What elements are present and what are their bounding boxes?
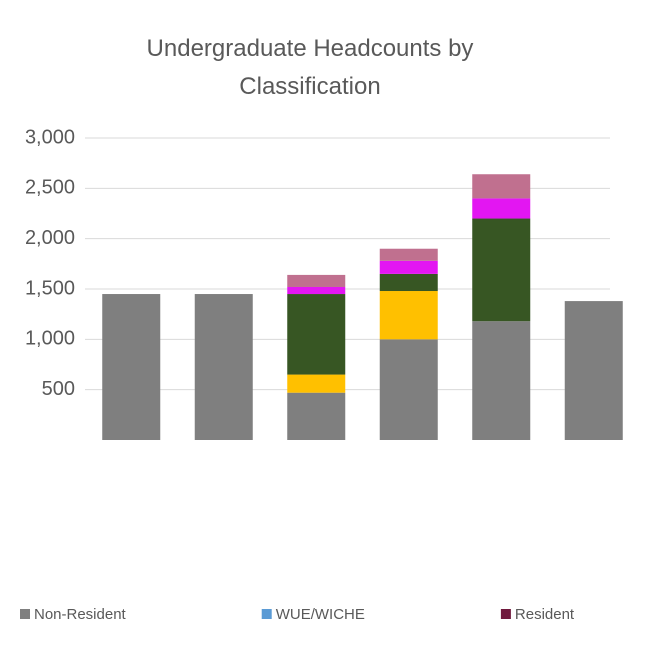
y-tick-label: 3,000 (25, 126, 75, 148)
legend-swatch (20, 609, 30, 619)
bar-segment (102, 294, 161, 440)
bar-segment (472, 218, 531, 322)
chart-title: Undergraduate Headcounts by Classificatio… (147, 35, 474, 100)
bar-segment (287, 286, 346, 295)
bar-segment (472, 321, 531, 440)
legend-label: Non-Resident (34, 606, 127, 623)
y-tick-label: 2,500 (25, 177, 75, 199)
bar-segment (472, 198, 531, 219)
legend-label: WUE/WICHE (276, 606, 365, 623)
bar-segment (564, 301, 623, 440)
bar-segment (472, 174, 531, 199)
bar-segment (287, 294, 346, 375)
bar-segment (287, 374, 346, 393)
bar-segment (287, 392, 346, 440)
legend-swatch (261, 609, 272, 619)
y-tick-label: 1,000 (25, 328, 75, 350)
bar-segment (379, 248, 438, 261)
bar-segment (379, 273, 438, 292)
legend-label: Resident (515, 606, 575, 623)
y-tick-label: 2,000 (25, 227, 75, 249)
legend-swatch (500, 609, 511, 619)
bar-segment (194, 294, 253, 440)
bar-segment (287, 274, 346, 287)
bar-segment (379, 339, 438, 440)
bar-segment (379, 291, 438, 340)
y-tick-label: 1,500 (25, 277, 75, 299)
bar-segment (379, 260, 438, 274)
y-tick-label: 500 (42, 378, 75, 400)
